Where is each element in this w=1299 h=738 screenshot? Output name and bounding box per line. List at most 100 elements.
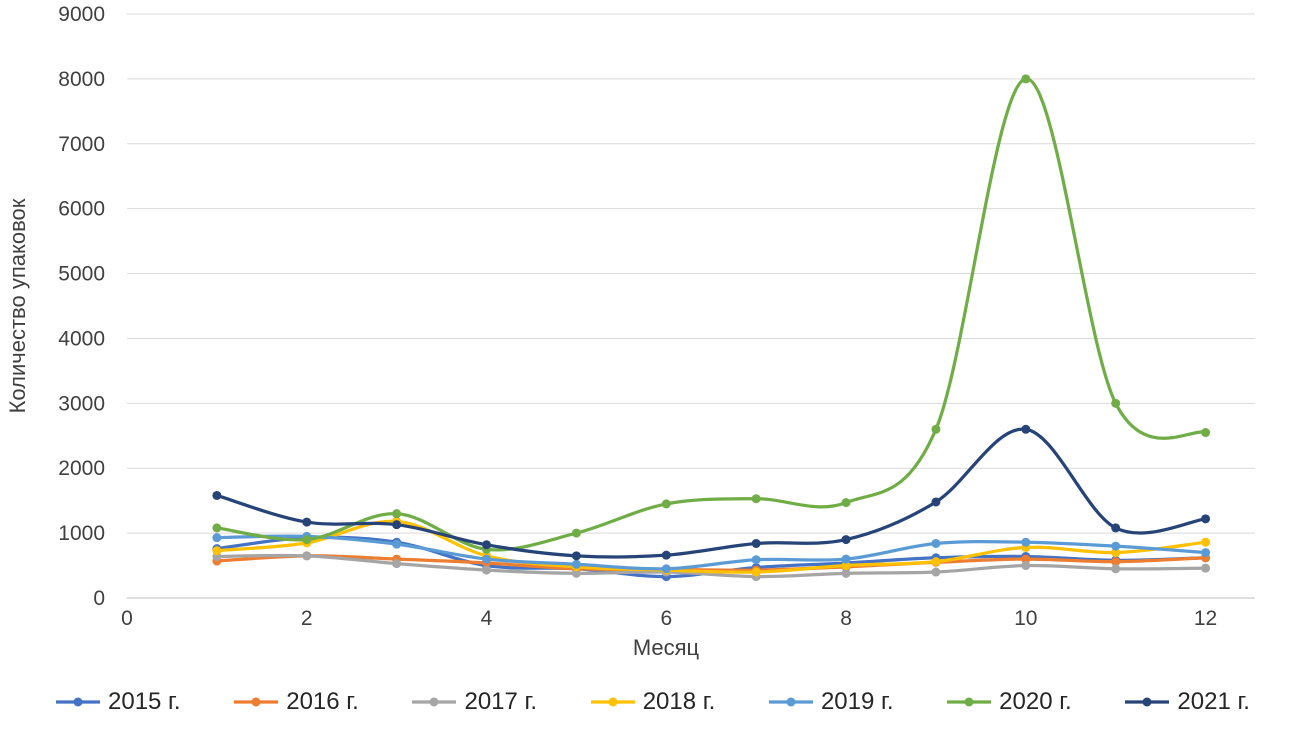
legend-label: 2017 г. <box>464 688 538 715</box>
legend-label: 2018 г. <box>642 688 716 715</box>
chart-legend: 2015 г. 2016 г. 2017 г. 2018 г. 2019 г. 2020 … <box>55 688 1250 716</box>
series-line <box>215 534 1208 571</box>
data-point-marker <box>1111 564 1121 574</box>
legend-marker-icon <box>947 697 992 707</box>
y-tick-label: 8000 <box>58 68 105 91</box>
data-point-marker <box>841 535 851 545</box>
x-axis-title: Месяц <box>633 635 700 660</box>
y-tick-label: 7000 <box>58 133 105 156</box>
y-tick-label: 5000 <box>58 263 105 286</box>
series-line <box>215 519 1208 574</box>
y-tick-label: 0 <box>93 587 105 610</box>
data-point-marker <box>212 533 222 543</box>
x-tick-label: 8 <box>840 607 852 630</box>
legend-dot <box>251 697 261 707</box>
data-point-marker <box>482 565 492 575</box>
data-point-marker <box>931 538 941 548</box>
legend-item: 2021 г. <box>1124 688 1250 716</box>
y-tick-label: 2000 <box>58 457 105 480</box>
legend-dot <box>964 697 974 707</box>
series-line <box>215 553 1208 579</box>
legend-label: 2020 г. <box>999 688 1072 715</box>
legend-item: 2016 г. <box>233 688 359 716</box>
data-point-marker <box>212 546 222 556</box>
data-point-marker <box>1201 548 1211 558</box>
data-point-marker <box>841 561 851 571</box>
data-point-marker <box>571 568 581 578</box>
data-point-marker <box>931 424 941 434</box>
data-point-marker <box>751 567 761 577</box>
data-point-marker <box>1201 537 1211 547</box>
y-tick-label: 3000 <box>58 392 105 415</box>
data-point-marker <box>212 490 222 500</box>
data-point-marker <box>392 539 402 549</box>
data-point-marker <box>392 509 402 519</box>
data-point-marker <box>841 554 851 564</box>
data-point-marker <box>1021 561 1031 571</box>
legend-item: 2015 г. <box>55 688 181 716</box>
legend-dot <box>429 697 439 707</box>
y-tick-label: 1000 <box>58 522 105 545</box>
x-tick-label: 6 <box>660 607 672 630</box>
legend-label: 2019 г. <box>820 688 894 715</box>
data-point-marker <box>571 528 581 538</box>
data-point-marker <box>931 557 941 567</box>
data-point-marker <box>841 568 851 578</box>
data-point-marker <box>751 538 761 548</box>
data-point-marker <box>1201 563 1211 573</box>
data-point-marker <box>571 551 581 561</box>
tick-labels: 0 1000 2000 3000 4000 5000 6000 7000 8000 9000 0 2 4… <box>58 3 1217 630</box>
x-tick-label: 2 <box>301 607 313 630</box>
data-point-marker <box>751 555 761 565</box>
data-point-marker <box>392 559 402 569</box>
data-point-marker <box>1111 398 1121 408</box>
y-tick-label: 9000 <box>58 3 105 26</box>
y-axis-title: Количество упаковок <box>5 198 30 413</box>
legend-label: 2016 г. <box>286 688 359 715</box>
data-point-marker <box>1111 523 1121 533</box>
legend-marker-icon <box>234 697 279 707</box>
data-point-marker <box>482 540 492 550</box>
data-point-marker <box>931 567 941 577</box>
data-point-marker <box>482 554 492 564</box>
x-tick-label: 10 <box>1014 607 1037 630</box>
data-point-marker <box>751 494 761 504</box>
data-point-marker <box>1111 548 1121 558</box>
data-point-marker <box>661 564 671 574</box>
data-series <box>212 74 1211 582</box>
legend-item: 2018 г. <box>590 688 716 716</box>
legend-dot <box>73 697 83 707</box>
data-point-marker <box>1111 557 1121 567</box>
data-point-marker <box>1111 541 1121 551</box>
gridlines <box>127 13 1255 599</box>
data-point-marker <box>1021 74 1031 84</box>
data-point-marker <box>1201 514 1211 524</box>
legend-marker-icon <box>768 697 813 707</box>
legend-item: 2017 г. <box>411 688 537 716</box>
legend-marker-icon <box>412 697 457 707</box>
data-point-marker <box>1201 428 1211 438</box>
data-point-marker <box>302 517 312 527</box>
legend-marker-icon <box>1125 697 1170 707</box>
data-point-marker <box>661 550 671 560</box>
data-point-marker <box>1021 537 1031 547</box>
x-tick-label: 0 <box>121 607 133 630</box>
legend-dot <box>786 697 796 707</box>
data-point-marker <box>392 520 402 530</box>
y-tick-label: 4000 <box>58 327 105 350</box>
data-point-marker <box>302 551 312 561</box>
data-point-marker <box>931 497 941 507</box>
data-point-marker <box>571 559 581 569</box>
x-tick-label: 4 <box>481 607 493 630</box>
data-point-marker <box>661 499 671 509</box>
legend-label: 2021 г. <box>1177 688 1250 715</box>
legend-item: 2019 г. <box>768 688 894 716</box>
data-point-marker <box>841 498 851 508</box>
data-point-marker <box>302 535 312 545</box>
legend-dot <box>1142 697 1152 707</box>
legend-label: 2015 г. <box>108 688 181 715</box>
legend-dot <box>608 697 618 707</box>
x-tick-label: 12 <box>1194 607 1217 630</box>
